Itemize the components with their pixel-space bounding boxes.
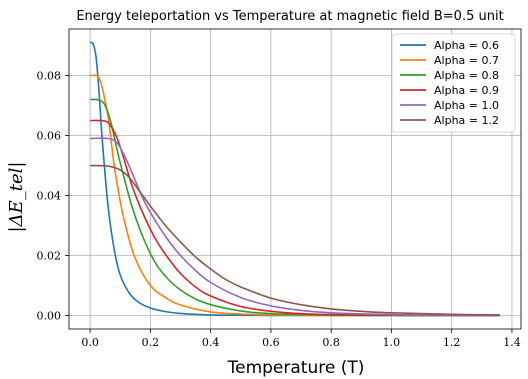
series-line-5	[90, 137, 500, 317]
x-tick-label: 0.8	[322, 336, 340, 349]
plot-area-frame	[68, 28, 522, 330]
x-tick-label: 1.0	[383, 336, 401, 349]
legend-entry-label: Alpha = 0.6	[434, 39, 499, 52]
y-tick-label: 0.08	[37, 70, 62, 83]
y-tick-label: 0.02	[37, 250, 62, 263]
legend-box	[391, 33, 516, 133]
x-tick-label: 0.2	[142, 336, 160, 349]
legend-entry-label: Alpha = 0.8	[434, 69, 499, 82]
chart-title: Energy teleportation vs Temperature at m…	[76, 9, 503, 24]
y-tick-label: 0.06	[37, 130, 62, 143]
legend-entry-label: Alpha = 1.2	[434, 114, 499, 127]
x-axis-ticks: 0.0 0.2 0.4 0.6 0.8 1.0 1.2 1.4	[81, 329, 521, 349]
x-tick-label: 0.4	[202, 336, 220, 349]
x-tick-label: 1.2	[443, 336, 461, 349]
x-tick-label: 0.6	[262, 336, 280, 349]
series-line-4	[90, 119, 500, 317]
legend-entry-label: Alpha = 1.0	[434, 99, 499, 112]
y-axis-label: |ΔE_tel|	[6, 162, 27, 233]
x-tick-label: 0.0	[81, 336, 99, 349]
x-axis-label: Temperature (T)	[227, 358, 365, 378]
series-lines	[89, 41, 500, 317]
y-tick-label: 0.00	[37, 310, 62, 323]
legend: Alpha = 0.6 Alpha = 0.7 Alpha = 0.8 Alpha =…	[391, 33, 516, 133]
legend-entry-label: Alpha = 0.7	[434, 54, 499, 67]
y-axis-ticks: 0.00 0.02 0.04 0.06 0.08	[37, 70, 69, 323]
series-line-6	[90, 164, 500, 316]
legend-entry-label: Alpha = 0.9	[434, 84, 499, 97]
y-tick-label: 0.04	[37, 190, 62, 203]
x-tick-label: 1.4	[503, 336, 521, 349]
